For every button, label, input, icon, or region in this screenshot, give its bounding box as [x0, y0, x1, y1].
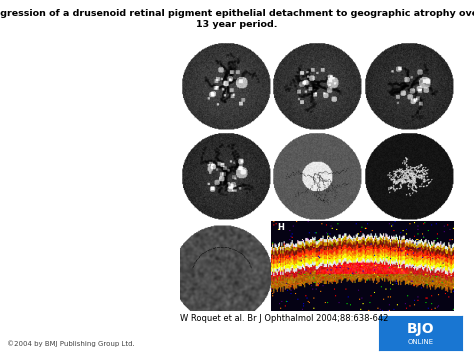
Text: F: F — [365, 133, 371, 142]
Text: D: D — [183, 133, 190, 142]
Text: Progression of a drusenoid retinal pigment epithelial detachment to geographic a: Progression of a drusenoid retinal pigme… — [0, 9, 474, 18]
Text: C: C — [365, 44, 372, 53]
Text: H: H — [277, 223, 284, 233]
Text: G: G — [183, 223, 190, 233]
Text: ONLINE: ONLINE — [408, 339, 434, 345]
Text: BJO: BJO — [407, 322, 435, 336]
Text: A: A — [183, 44, 189, 53]
Text: W Roquet et al. Br J Ophthalmol 2004;88:638-642: W Roquet et al. Br J Ophthalmol 2004;88:… — [180, 314, 389, 323]
Text: 13 year period.: 13 year period. — [196, 20, 278, 28]
Text: B: B — [274, 44, 281, 53]
Text: ©2004 by BMJ Publishing Group Ltd.: ©2004 by BMJ Publishing Group Ltd. — [7, 340, 135, 347]
Text: E: E — [274, 133, 280, 142]
